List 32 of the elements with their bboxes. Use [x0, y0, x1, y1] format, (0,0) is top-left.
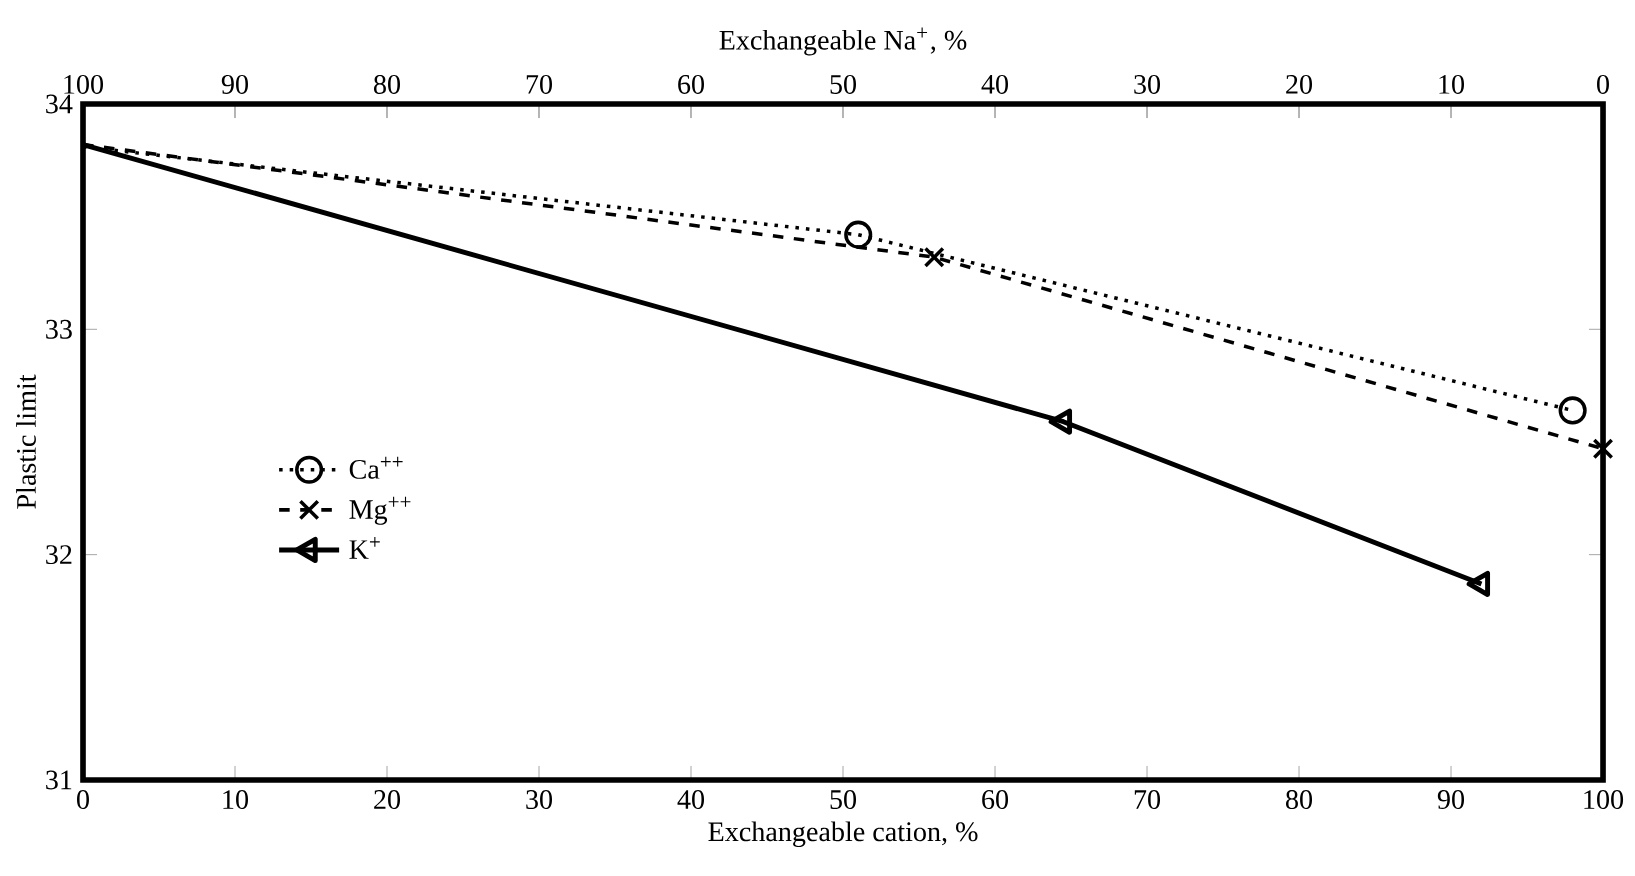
y-tick-label: 34	[46, 94, 73, 114]
x2-tick-label: 30	[1134, 74, 1161, 94]
x2-tick-label: 60	[678, 74, 705, 94]
x2-tick-label: 50	[830, 74, 857, 94]
legend-label: Mg$^{++}$	[349, 496, 411, 525]
x2-tick-label: 80	[373, 74, 400, 94]
x-tick-label: 20	[374, 790, 401, 810]
x2-tick-label: 40	[981, 74, 1009, 94]
y-axis-title: Plastic limit	[16, 374, 36, 509]
x2-tick-label: 10	[1439, 74, 1465, 94]
x2-tick-label: 100	[64, 74, 104, 94]
x2-tick-label: 70	[526, 74, 552, 94]
x2-axis-title: Exchangeable Na$^{+}$, %	[719, 27, 967, 56]
x-tick-label: 50	[830, 790, 857, 810]
x-tick-label: 60	[982, 790, 1009, 810]
legend-label: Ca$^{++}$	[349, 456, 403, 479]
x2-tick-label: 0	[1597, 74, 1609, 94]
y-tick-label: 31	[46, 770, 72, 790]
x2-tick-label: 90	[221, 74, 248, 94]
x-tick-label: 70	[1134, 790, 1161, 810]
x-tick-label: 80	[1286, 790, 1313, 810]
x-tick-label: 10	[223, 790, 249, 810]
x-tick-label: 40	[677, 790, 705, 810]
x2-tick-label: 20	[1286, 74, 1313, 94]
x-tick-label: 30	[526, 790, 553, 810]
x-tick-label: 90	[1437, 790, 1465, 810]
x-axis-title: Exchangeable cation, %	[708, 821, 978, 848]
legend-label: K$^{+}$	[349, 536, 380, 559]
x-tick-label: 100	[1584, 790, 1624, 810]
y-tick-label: 32	[46, 545, 72, 565]
x-tick-label: 0	[77, 790, 89, 810]
y-tick-label: 33	[46, 319, 72, 339]
